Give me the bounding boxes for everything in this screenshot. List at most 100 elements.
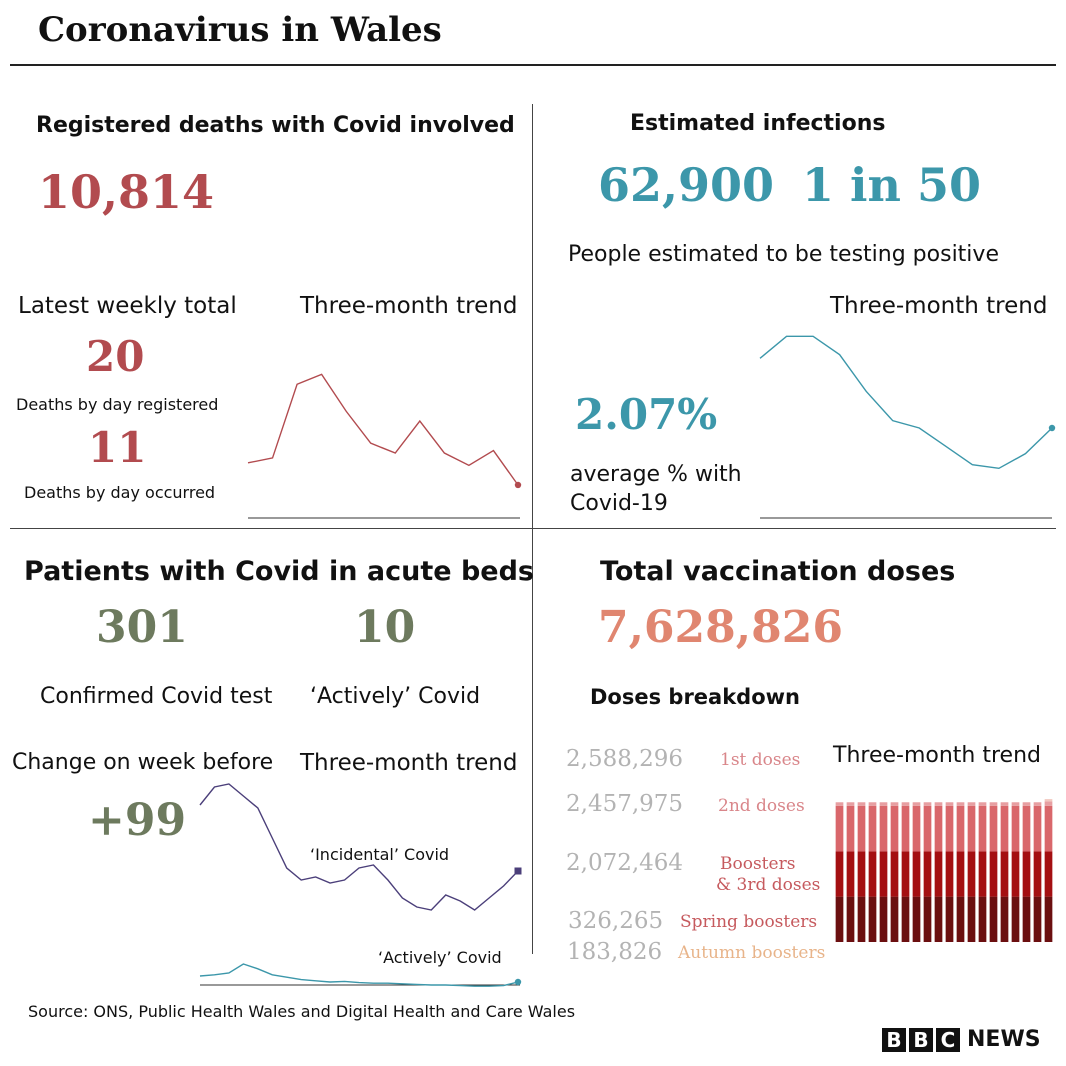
vaccination-bar-segment <box>857 851 866 897</box>
vaccination-bar-segment <box>989 802 998 806</box>
vaccination-bar-segment <box>989 805 998 852</box>
vaccination-bar-segment <box>835 896 844 942</box>
dose-label-second: 2nd doses <box>718 796 805 816</box>
vaccination-bar-segment <box>846 851 855 897</box>
vaccination-bar-segment <box>1011 896 1020 942</box>
dose-label-autumn: Autumn boosters <box>678 943 826 963</box>
active-covid-line <box>199 963 519 987</box>
vaccination-bar-segment <box>1033 805 1042 852</box>
patients-active-value: 10 <box>354 602 416 653</box>
deaths-occurred-label: Deaths by day occurred <box>24 483 216 502</box>
vaccination-heading: Total vaccination doses <box>600 556 956 587</box>
vaccination-trend-label: Three-month trend <box>833 743 1041 768</box>
vaccination-bar-segment <box>1011 805 1020 852</box>
vaccination-bar-segment <box>934 802 943 806</box>
dose-label-first: 1st doses <box>720 750 801 770</box>
vaccination-bar-segment <box>879 851 888 897</box>
logo-word: NEWS <box>967 1027 1041 1052</box>
deaths-trend-label: Three-month trend <box>300 293 518 319</box>
deaths-heading: Registered deaths with Covid involved <box>36 113 515 138</box>
vaccination-bar-segment <box>912 805 921 852</box>
vaccination-bar-segment <box>956 896 965 942</box>
vaccination-bar-segment <box>967 802 976 806</box>
vaccination-bar-segment <box>857 802 866 806</box>
logo-letter: C <box>936 1028 960 1052</box>
vaccination-bar-segment <box>934 805 943 852</box>
source-note: Source: ONS, Public Health Wales and Dig… <box>28 1002 576 1021</box>
horizontal-divider <box>10 528 1056 529</box>
infections-trend-line <box>759 335 1053 470</box>
patients-change-value: +99 <box>88 795 187 846</box>
patients-confirmed-value: 301 <box>96 602 188 653</box>
vaccination-bar-segment <box>1011 802 1020 806</box>
vaccination-bar-segment <box>1044 896 1053 942</box>
vaccination-bar-segment <box>1022 802 1031 806</box>
patients-trend-chart <box>199 783 522 987</box>
dose-value-autumn: 183,826 <box>567 939 663 965</box>
vaccination-bar-segment <box>956 851 965 897</box>
vaccination-bar-segment <box>1033 896 1042 942</box>
patients-active-label: ‘Actively’ Covid <box>310 684 481 709</box>
infections-count: 62,900 <box>598 158 775 212</box>
vaccination-bar-segment <box>989 896 998 942</box>
vaccination-bar-segment <box>890 896 899 942</box>
vaccination-bar-segment <box>967 851 976 897</box>
infections-heading: Estimated infections <box>630 111 886 136</box>
vaccination-bar-segment <box>912 851 921 897</box>
vaccination-bar-segment <box>890 805 899 852</box>
vaccination-bar-segment <box>868 805 877 852</box>
dose-value-spring: 326,265 <box>568 908 664 934</box>
page-title: Coronavirus in Wales <box>38 10 442 50</box>
vaccination-trend-chart <box>835 799 1053 942</box>
vaccination-bar-segment <box>1044 799 1053 802</box>
vaccination-bar-segment <box>956 802 965 806</box>
vaccination-bar-segment <box>879 805 888 852</box>
vaccination-bar-segment <box>934 851 943 897</box>
infections-percent-label-1: average % with <box>570 462 742 487</box>
patients-confirmed-label: Confirmed Covid test <box>40 684 273 709</box>
vaccination-bar-segment <box>1011 851 1020 897</box>
dose-value-second: 2,457,975 <box>566 791 684 817</box>
infections-subtitle: People estimated to be testing positive <box>568 242 999 267</box>
dose-value-boosters: 2,072,464 <box>566 850 684 876</box>
vaccination-bar-segment <box>846 805 855 852</box>
vaccination-bar-segment <box>945 896 954 942</box>
vaccination-bar-segment <box>1033 802 1042 806</box>
deaths-trend-chart <box>247 373 522 519</box>
vaccination-bar-segment <box>1044 851 1053 897</box>
infections-percent: 2.07% <box>575 390 718 439</box>
vaccination-bar-segment <box>923 805 932 852</box>
patients-change-label: Change on week before <box>12 750 274 775</box>
vaccination-bar-segment <box>945 802 954 806</box>
vaccination-bar-segment <box>978 851 987 897</box>
deaths-trend-line-end-point <box>514 481 522 489</box>
vaccination-bar-segment <box>1022 851 1031 897</box>
vaccination-bar-segment <box>1033 851 1042 897</box>
vaccination-bar-segment <box>978 802 987 806</box>
vaccination-bar-segment <box>879 802 888 806</box>
vaccination-bar-segment <box>879 896 888 942</box>
dose-label-boosters-2: & 3rd doses <box>716 875 821 895</box>
bbc-news-logo: B B C NEWS <box>882 1028 1041 1052</box>
vaccination-bar-segment <box>989 851 998 897</box>
vaccination-bar-segment <box>978 805 987 852</box>
infections-trend-line-end-point <box>1048 424 1056 432</box>
deaths-weekly-label: Latest weekly total <box>18 293 237 319</box>
infections-ratio: 1 in 50 <box>802 158 981 212</box>
vaccination-bar-segment <box>835 802 844 806</box>
logo-letter: B <box>882 1028 906 1052</box>
dose-label-spring: Spring boosters <box>680 912 818 932</box>
title-divider <box>10 64 1056 66</box>
vaccination-bar-segment <box>835 851 844 897</box>
patients-incidental-series-label: ‘Incidental’ Covid <box>310 845 450 864</box>
vaccination-bar-segment <box>868 896 877 942</box>
infections-percent-label-2: Covid-19 <box>570 491 668 516</box>
vaccination-bar-segment <box>890 802 899 806</box>
vaccination-bar-segment <box>857 805 866 852</box>
doses-breakdown-label: Doses breakdown <box>590 685 800 709</box>
vaccination-bar-segment <box>901 896 910 942</box>
vaccination-bar-segment <box>890 851 899 897</box>
vaccination-bar-segment <box>1000 805 1009 852</box>
vaccination-bar-segment <box>934 896 943 942</box>
vaccination-bar-segment <box>1022 805 1031 852</box>
